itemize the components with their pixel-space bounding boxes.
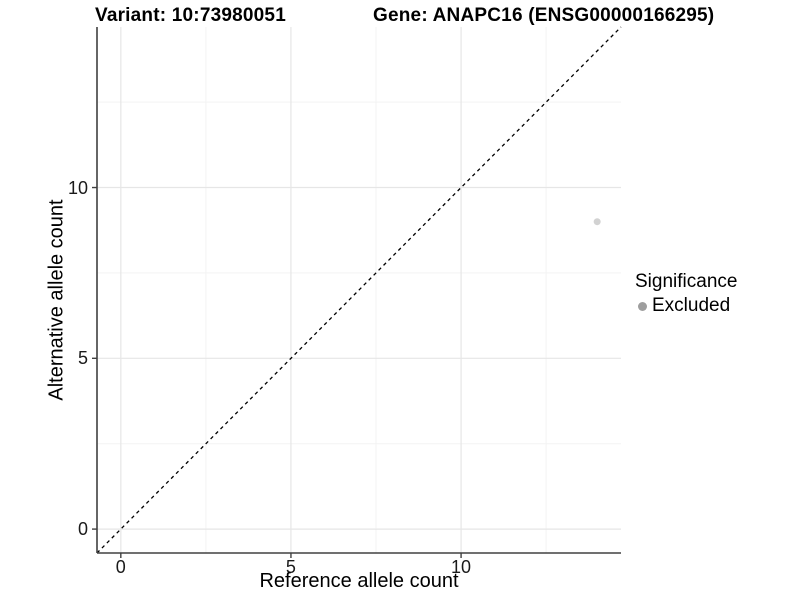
y-tick-label: 10: [67, 177, 88, 198]
x-axis-title: Reference allele count: [259, 570, 459, 592]
identity-dashed-line: [96, 26, 622, 554]
y-tick-label: 0: [77, 519, 88, 540]
x-tick-label: 10: [451, 557, 472, 577]
y-axis-title: Alternative allele count: [45, 199, 68, 401]
gene-title: Gene: ANAPC16 (ENSG00000166295): [373, 5, 715, 26]
x-tick-label: 5: [285, 557, 296, 577]
legend-title: Significance: [635, 271, 738, 292]
y-tick-label: 5: [77, 348, 88, 369]
x-tick-label: 0: [115, 557, 126, 577]
legend-point-icon: [638, 301, 647, 311]
legend-item-label: Excluded: [652, 294, 731, 316]
data-point: [593, 218, 601, 226]
variant-title: Variant: 10:73980051: [95, 5, 286, 26]
legend: Significance Excluded: [635, 271, 737, 318]
legend-item-excluded: Excluded: [638, 295, 737, 318]
